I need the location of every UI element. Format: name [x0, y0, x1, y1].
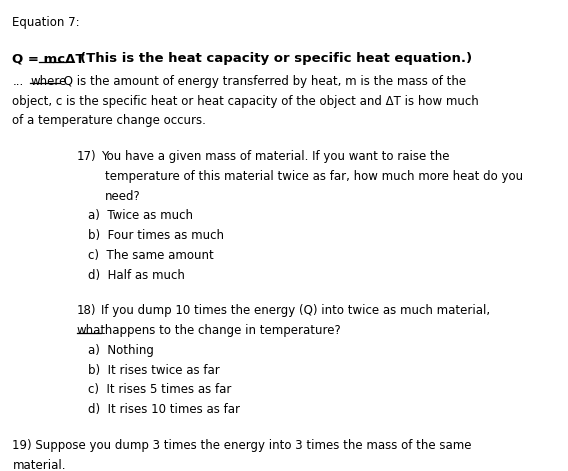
Text: 19) Suppose you dump 3 times the energy into 3 times the mass of the same: 19) Suppose you dump 3 times the energy …	[12, 439, 472, 452]
Text: 17): 17)	[77, 150, 97, 163]
Text: temperature of this material twice as far, how much more heat do you: temperature of this material twice as fa…	[105, 170, 523, 183]
Text: material.: material.	[12, 459, 66, 471]
Text: of a temperature change occurs.: of a temperature change occurs.	[12, 114, 206, 128]
Text: happens to the change in temperature?: happens to the change in temperature?	[101, 324, 340, 337]
Text: If you dump 10 times the energy (Q) into twice as much material,: If you dump 10 times the energy (Q) into…	[101, 304, 490, 317]
Text: a)  Nothing: a) Nothing	[88, 344, 154, 357]
Text: (This is the heat capacity or specific heat equation.): (This is the heat capacity or specific h…	[80, 52, 471, 65]
Text: b)  It rises twice as far: b) It rises twice as far	[88, 364, 220, 377]
Text: c)  It rises 5 times as far: c) It rises 5 times as far	[88, 383, 231, 397]
Text: Equation 7:: Equation 7:	[12, 16, 80, 30]
Text: a)  Twice as much: a) Twice as much	[88, 210, 193, 222]
Text: need?: need?	[105, 190, 141, 203]
Text: Q = mcΔT: Q = mcΔT	[12, 52, 85, 65]
Text: ...: ...	[12, 75, 24, 88]
Text: You have a given mass of material. If you want to raise the: You have a given mass of material. If yo…	[101, 150, 449, 163]
Text: what: what	[77, 324, 106, 337]
Text: d)  It rises 10 times as far: d) It rises 10 times as far	[88, 403, 240, 416]
Text: b)  Four times as much: b) Four times as much	[88, 229, 224, 242]
Text: object, c is the specific heat or heat capacity of the object and ΔT is how much: object, c is the specific heat or heat c…	[12, 95, 479, 108]
Text: where: where	[31, 75, 67, 88]
Text: c)  The same amount: c) The same amount	[88, 249, 214, 262]
Text: d)  Half as much: d) Half as much	[88, 269, 185, 282]
Text: 18): 18)	[77, 304, 96, 317]
Text: Q is the amount of energy transferred by heat, m is the mass of the: Q is the amount of energy transferred by…	[60, 75, 466, 88]
